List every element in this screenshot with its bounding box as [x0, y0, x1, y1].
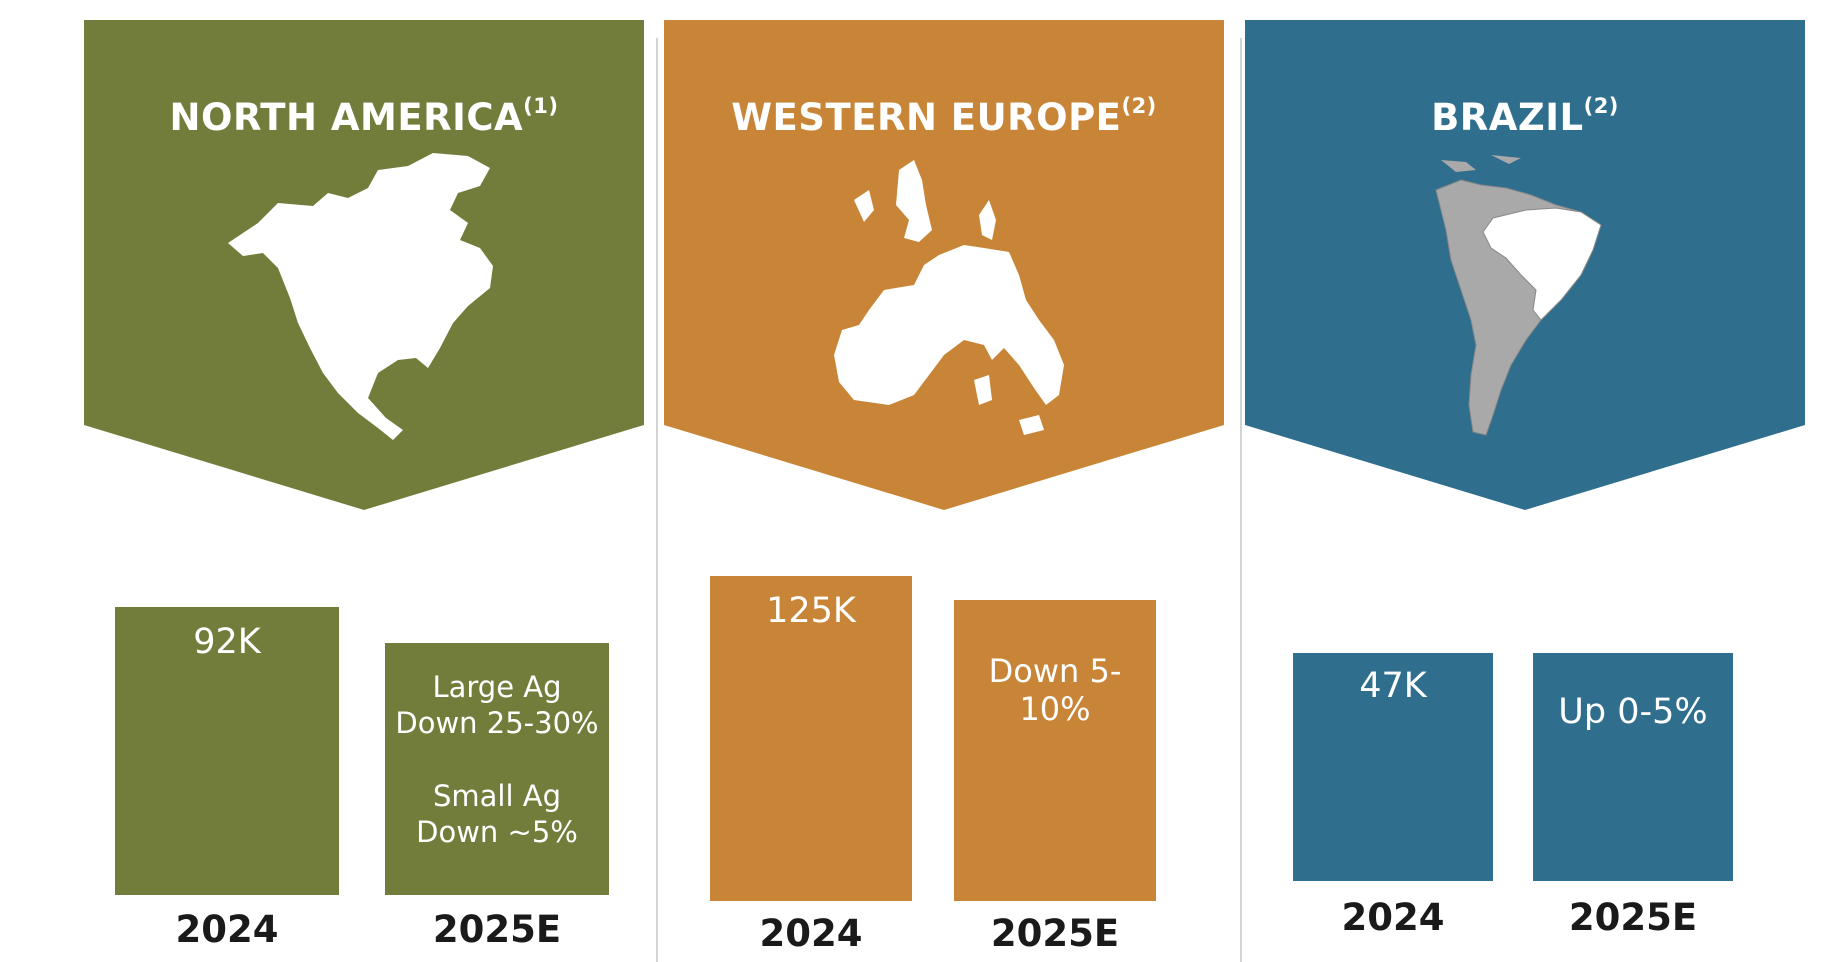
x-tick-label: 2025E	[432, 908, 562, 951]
bar-value-label: 125K	[766, 591, 856, 631]
footnote-marker: (2)	[1121, 93, 1157, 118]
region-title: NORTH AMERICA(1)	[169, 93, 559, 139]
region-title: BRAZIL(2)	[1431, 93, 1619, 139]
footnote-marker: (2)	[1583, 93, 1619, 118]
panel-western-europe: WESTERN EUROPE(2) 125K Down 5-10% 2024 2…	[664, 0, 1224, 962]
bar-forecast-label: Down 5-10%	[988, 652, 1122, 729]
banner-western-europe: WESTERN EUROPE(2)	[664, 20, 1224, 510]
x-tick-label: 2024	[175, 908, 279, 951]
bar-forecast-label: Large Ag Down 25-30% Small Ag Down ~5%	[385, 669, 609, 850]
divider-left	[656, 38, 658, 962]
banner-north-america: NORTH AMERICA(1)	[84, 20, 644, 510]
forecast-line: Small Ag	[432, 778, 561, 813]
south-america-map-icon	[1435, 155, 1602, 436]
banner-brazil: BRAZIL(2)	[1245, 20, 1805, 510]
panel-north-america: NORTH AMERICA(1) 92K Large Ag Down 25-30…	[84, 0, 644, 962]
bar-value-label: 47K	[1359, 666, 1427, 706]
bar-2025e: Large Ag Down 25-30% Small Ag Down ~5%	[385, 643, 609, 895]
footnote-marker: (1)	[523, 93, 559, 118]
x-tick-label: 2025E	[990, 912, 1120, 955]
region-title: WESTERN EUROPE(2)	[731, 93, 1157, 139]
forecast-line: Down 25-30%	[395, 706, 599, 741]
x-tick-label: 2024	[1341, 896, 1445, 939]
x-tick-label: 2025E	[1568, 896, 1698, 939]
divider-right	[1240, 38, 1242, 962]
bar-2025e: Down 5-10%	[954, 600, 1156, 901]
bar-2024: 92K	[115, 607, 339, 895]
forecast-line: Large Ag	[432, 670, 562, 704]
panel-brazil: BRAZIL(2) 47K Up 0-5% 2024 2025E	[1245, 0, 1805, 962]
western-europe-map-icon	[834, 160, 1064, 435]
bar-2024: 47K	[1293, 653, 1493, 881]
north-america-map-icon	[228, 153, 493, 440]
bar-value-label: 92K	[193, 622, 261, 662]
x-tick-label: 2024	[759, 912, 863, 955]
bar-forecast-label: Up 0-5%	[1558, 692, 1708, 732]
forecast-line: Down ~5%	[416, 814, 578, 849]
bar-2025e: Up 0-5%	[1533, 653, 1733, 881]
bar-2024: 125K	[710, 576, 912, 901]
